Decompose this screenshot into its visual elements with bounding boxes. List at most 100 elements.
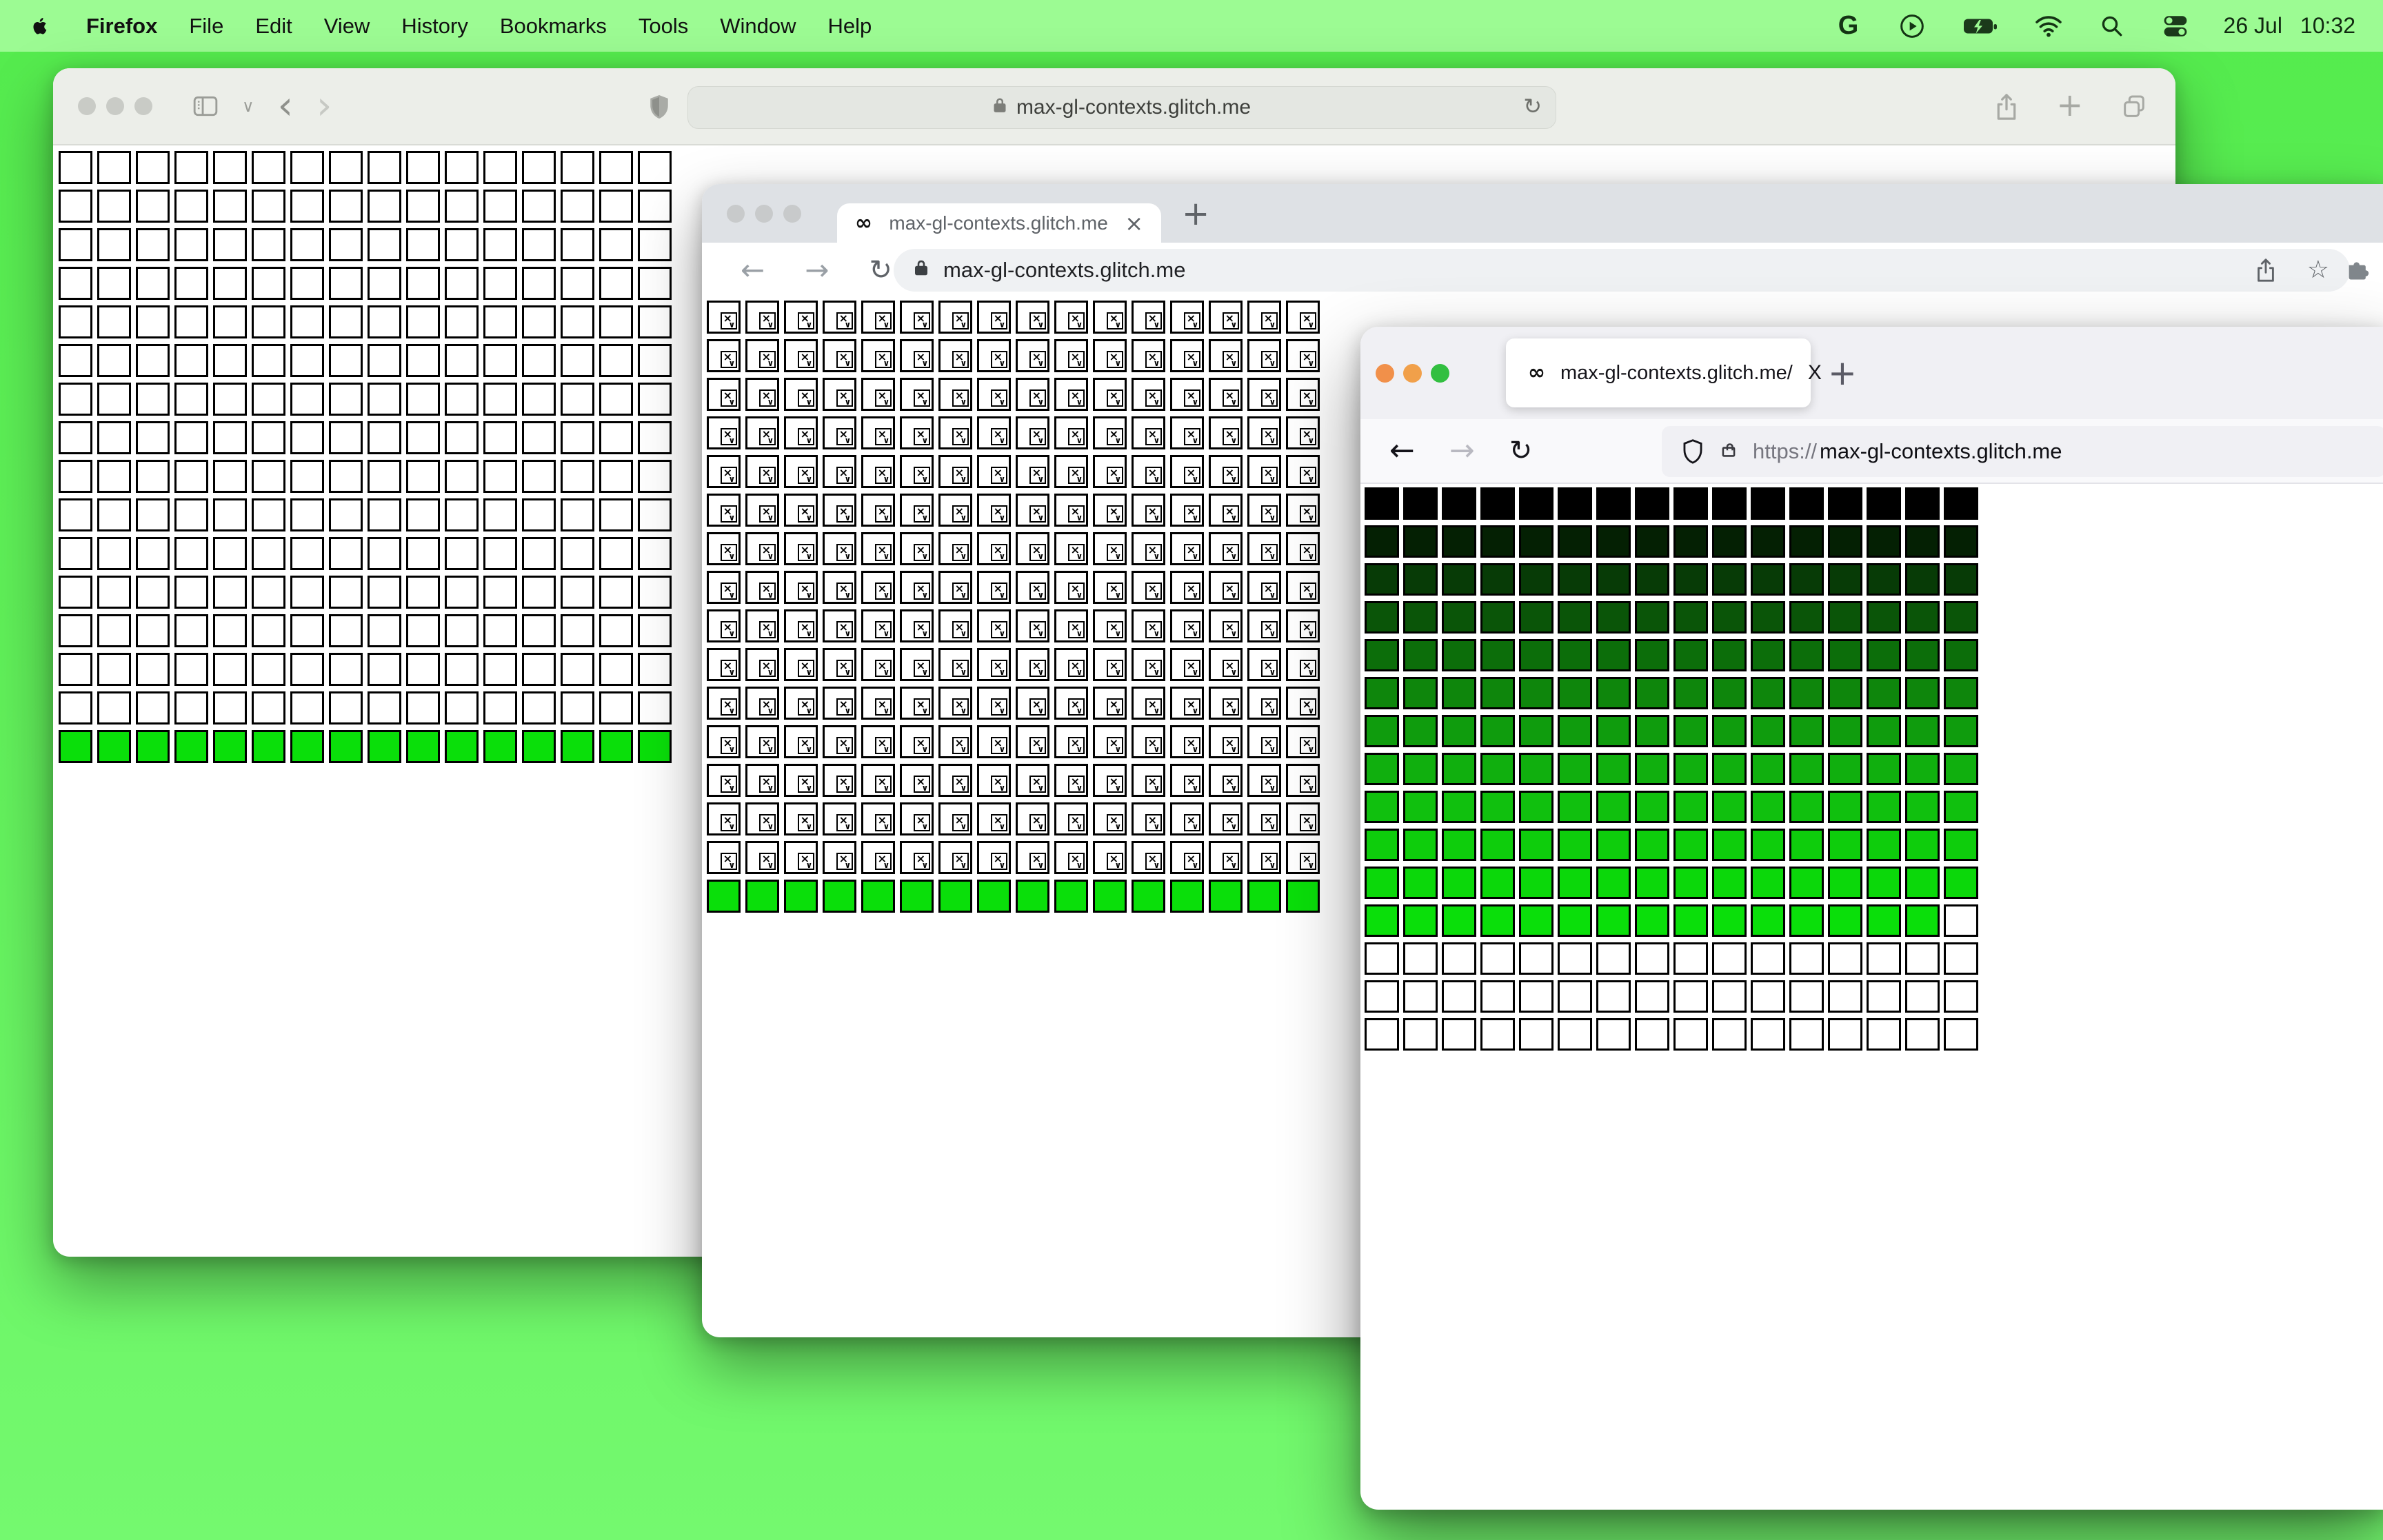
canvas-cell [1712, 791, 1747, 823]
canvas-cell [561, 305, 594, 338]
broken-image-icon [797, 389, 815, 407]
wifi-icon[interactable] [2033, 11, 2064, 41]
canvas-cell [823, 339, 856, 372]
canvas-cell [1673, 942, 1708, 975]
canvas-cell [329, 190, 363, 223]
canvas-cell [329, 653, 363, 686]
canvas-cell [861, 339, 895, 372]
forward-button[interactable]: › [316, 83, 332, 128]
extensions-puzzle-icon[interactable] [2344, 254, 2372, 281]
canvas-cell [1905, 525, 1940, 558]
menu-item-history[interactable]: History [401, 13, 468, 38]
battery-charging-icon[interactable] [1960, 11, 2000, 41]
canvas-cell [1519, 1018, 1554, 1051]
canvas-cell [1209, 609, 1243, 642]
zoom-button[interactable] [783, 204, 801, 223]
menu-item-tools[interactable]: Tools [638, 13, 689, 38]
close-button[interactable] [1376, 363, 1394, 383]
tab-overview-icon[interactable] [2120, 93, 2148, 121]
search-icon[interactable] [2097, 11, 2127, 41]
tab-close-icon[interactable]: × [1125, 210, 1143, 236]
broken-image-icon [1260, 389, 1278, 407]
canvas-cell [1365, 639, 1399, 671]
menu-item-bookmarks[interactable]: Bookmarks [499, 13, 607, 38]
canvas-cell [638, 305, 672, 338]
canvas-cell [1828, 601, 1862, 634]
canvas-cell [252, 460, 285, 493]
canvas-cell [1016, 301, 1049, 334]
broken-image-icon [836, 505, 854, 523]
back-button[interactable]: ← [741, 253, 765, 287]
back-button[interactable]: ‹ [277, 83, 293, 128]
canvas-cell [1132, 455, 1165, 488]
firefox-active-tab[interactable]: ∞ max-gl-contexts.glitch.me/ X [1506, 338, 1822, 407]
menu-item-help[interactable]: Help [827, 13, 872, 38]
tab-close-icon[interactable]: X [1807, 361, 1822, 384]
chrome-address-bar[interactable]: max-gl-contexts.glitch.me ☆ [894, 249, 2350, 292]
chrome-active-tab[interactable]: ∞ max-gl-contexts.glitch.me × [837, 203, 1161, 243]
lock-icon[interactable] [1722, 443, 1736, 457]
menu-item-firefox[interactable]: Firefox [86, 13, 158, 38]
canvas-cell [861, 880, 895, 913]
canvas-cell [1093, 494, 1127, 527]
canvas-cell [252, 190, 285, 223]
zoom-button[interactable] [1431, 363, 1449, 383]
back-button[interactable]: ← [1389, 433, 1415, 468]
canvas-cell [1558, 639, 1592, 671]
broken-image-icon [1145, 736, 1163, 755]
share-icon[interactable] [2255, 256, 2277, 284]
forward-button[interactable]: → [1449, 433, 1475, 468]
canvas-cell [1828, 1018, 1862, 1051]
menu-item-file[interactable]: File [189, 13, 224, 38]
canvas-cell [977, 455, 1011, 488]
canvas-cell [329, 383, 363, 416]
menu-item-edit[interactable]: Edit [255, 13, 292, 38]
forward-button[interactable]: → [805, 253, 829, 287]
canvas-cell [900, 455, 934, 488]
google-icon[interactable]: G [1838, 11, 1859, 40]
canvas-cell [1944, 563, 1978, 596]
reload-button[interactable]: ↻ [869, 254, 892, 286]
reload-button[interactable]: ↻ [1509, 435, 1533, 467]
broken-image-icon [1145, 427, 1163, 446]
bookmark-star-icon[interactable]: ☆ [2306, 256, 2329, 284]
canvas-cell [1365, 677, 1399, 709]
close-button[interactable] [78, 97, 96, 115]
shield-icon[interactable] [647, 93, 671, 121]
canvas-cell [1247, 725, 1281, 758]
chevron-down-icon[interactable]: ∨ [242, 97, 254, 116]
new-tab-button[interactable]: + [1828, 353, 1857, 393]
canvas-cell [1635, 867, 1669, 899]
canvas-cell [329, 305, 363, 338]
zoom-button[interactable] [134, 97, 152, 115]
canvas-cell [59, 228, 92, 261]
broken-image-icon [758, 736, 776, 755]
canvas-cell [1905, 867, 1940, 899]
firefox-address-bar[interactable]: https:// max-gl-contexts.glitch.me [1662, 426, 2383, 477]
canvas-cell [1365, 829, 1399, 861]
new-tab-button[interactable]: + [1182, 194, 1210, 233]
sidebar-icon[interactable] [192, 95, 219, 117]
menu-item-view[interactable]: View [323, 13, 370, 38]
safari-address-bar[interactable]: max-gl-contexts.glitch.me ↻ [687, 86, 1556, 129]
canvas-cell [136, 614, 170, 647]
minimize-button[interactable] [755, 204, 773, 223]
reload-icon[interactable]: ↻ [1523, 93, 1542, 119]
minimize-button[interactable] [106, 97, 124, 115]
canvas-cell [406, 305, 440, 338]
broken-image-icon [1106, 736, 1124, 755]
new-tab-icon[interactable]: + [2056, 86, 2083, 123]
canvas-cell [561, 614, 594, 647]
minimize-button[interactable] [1403, 363, 1422, 383]
close-button[interactable] [727, 204, 745, 223]
lock-icon [915, 260, 927, 275]
canvas-cell [406, 421, 440, 454]
broken-image-icon [1106, 389, 1124, 407]
control-center-icon[interactable] [2160, 11, 2191, 41]
share-icon[interactable] [1994, 92, 2019, 122]
menubar-clock[interactable]: 26 Jul 10:32 [2224, 13, 2355, 39]
tracking-shield-icon[interactable] [1681, 438, 1705, 465]
play-circle-icon[interactable] [1897, 11, 1927, 41]
apple-menu-icon[interactable] [28, 11, 52, 41]
menu-item-window[interactable]: Window [720, 13, 796, 38]
